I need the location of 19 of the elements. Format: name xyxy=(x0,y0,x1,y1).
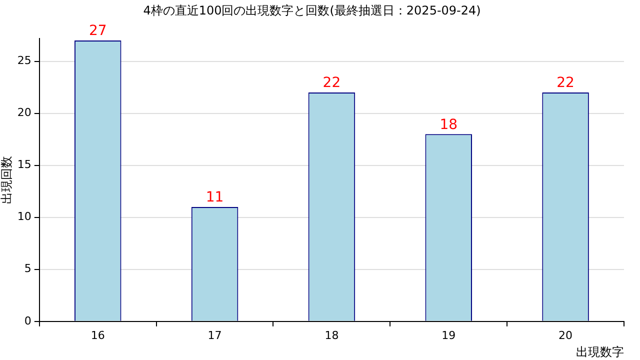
y-tick-label: 5 xyxy=(24,262,32,276)
x-tick-label: 17 xyxy=(208,328,222,342)
x-tick-label: 20 xyxy=(558,328,573,342)
y-tick-label: 10 xyxy=(17,210,32,224)
y-tick-label: 20 xyxy=(17,106,32,120)
data-label: 27 xyxy=(88,23,107,40)
data-label: 18 xyxy=(440,116,458,133)
x-axis-title: 出現数字 xyxy=(576,344,624,359)
y-axis-title: 出現回数 xyxy=(0,156,14,204)
y-tick-label: 15 xyxy=(17,158,32,172)
y-tick-label: 0 xyxy=(24,314,32,328)
y-tick-label: 25 xyxy=(17,54,32,68)
x-tick-label: 18 xyxy=(324,328,339,342)
data-label: 22 xyxy=(556,75,574,92)
chart-title: 4枠の直近100回の出現数字と回数(最終抽選日：2025-09-24) xyxy=(143,3,481,18)
x-tick-label: 16 xyxy=(90,328,105,342)
x-tick-label: 19 xyxy=(442,328,456,342)
data-label: 11 xyxy=(206,190,224,206)
data-label: 22 xyxy=(322,75,341,92)
